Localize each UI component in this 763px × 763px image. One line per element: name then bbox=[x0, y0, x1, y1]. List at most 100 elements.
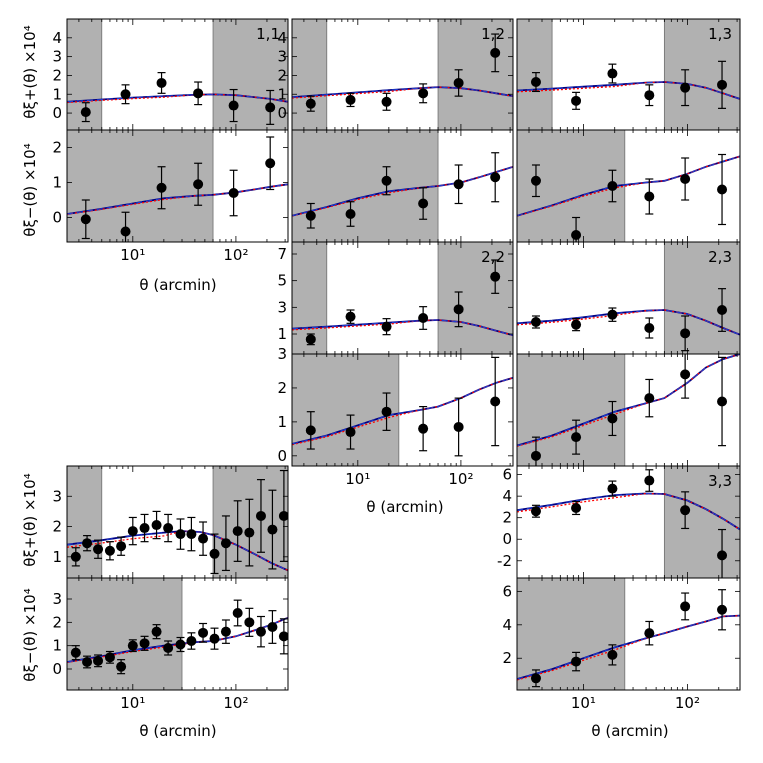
data-point bbox=[345, 209, 356, 219]
data-point bbox=[490, 47, 501, 58]
data-point bbox=[305, 98, 316, 109]
data-point bbox=[418, 423, 429, 434]
data-point bbox=[680, 369, 691, 380]
panel-m33: 2 4 6 10¹ 10² bbox=[502, 577, 741, 712]
x-tick-label: 10² bbox=[223, 694, 248, 712]
x-tick-label: 10¹ bbox=[120, 694, 145, 712]
panel-frame bbox=[291, 353, 514, 467]
data-point bbox=[680, 82, 691, 93]
y-tick-label: 1 bbox=[52, 174, 62, 192]
y-tick-label: 2 bbox=[52, 66, 62, 84]
data-point bbox=[127, 640, 138, 651]
data-point bbox=[571, 319, 582, 330]
y-tick-label: 1 bbox=[52, 85, 62, 103]
data-point bbox=[209, 633, 220, 644]
y-tick-label: 2 bbox=[277, 379, 287, 397]
panel-p33: -2 0 2 4 6 3,3 bbox=[497, 465, 741, 579]
panel-m13 bbox=[516, 129, 741, 243]
y-tick-label: 0 bbox=[52, 104, 62, 122]
data-point bbox=[381, 321, 392, 332]
data-point bbox=[104, 652, 115, 663]
panel-mTOT: 0 1 2 3 10¹ 10² bbox=[52, 577, 289, 712]
data-point bbox=[193, 88, 204, 99]
data-point bbox=[571, 656, 582, 667]
data-point bbox=[93, 544, 104, 555]
panel-m23 bbox=[516, 353, 741, 467]
model-line-dashed bbox=[517, 615, 740, 680]
data-point bbox=[209, 548, 220, 559]
data-point bbox=[82, 657, 93, 667]
shaded-region bbox=[292, 130, 439, 242]
data-point bbox=[104, 545, 115, 556]
data-point bbox=[80, 107, 91, 118]
data-point bbox=[680, 505, 691, 516]
data-point bbox=[490, 396, 501, 407]
data-point bbox=[607, 68, 618, 79]
data-point bbox=[607, 483, 618, 494]
y-tick-label: 0 bbox=[277, 447, 287, 465]
y-tick-label: -2 bbox=[497, 552, 512, 570]
data-point bbox=[116, 661, 127, 672]
data-point bbox=[305, 210, 316, 221]
data-point bbox=[175, 639, 186, 650]
data-point bbox=[255, 626, 266, 637]
data-point bbox=[120, 226, 131, 237]
data-point bbox=[80, 214, 91, 225]
panel-frame bbox=[66, 577, 289, 691]
data-point bbox=[530, 317, 541, 327]
xlabel-bottomleft: θ (arcmin) bbox=[139, 722, 216, 740]
y-tick-label: 2 bbox=[277, 66, 287, 84]
data-point bbox=[717, 396, 728, 407]
y-tick-label: 1 bbox=[52, 637, 62, 655]
y-tick-label: 3 bbox=[52, 48, 62, 66]
y-tick-label: 5 bbox=[277, 272, 287, 290]
model-line-dashed bbox=[517, 81, 740, 100]
data-point bbox=[418, 88, 429, 99]
data-point bbox=[530, 450, 541, 461]
panel-m11: 0 1 2 10¹ 10² bbox=[52, 129, 289, 264]
data-point bbox=[644, 90, 655, 101]
model-line-dotted bbox=[67, 93, 288, 104]
y-tick-label: 0 bbox=[52, 660, 62, 678]
y-tick-label: 4 bbox=[52, 29, 62, 47]
data-point bbox=[228, 100, 239, 111]
panel-frame bbox=[516, 577, 741, 691]
shaded-region bbox=[438, 19, 513, 130]
panel-title: 3,3 bbox=[708, 472, 732, 490]
shaded-region bbox=[664, 242, 740, 354]
panel-p22: 1 3 5 7 2,2 bbox=[277, 241, 514, 355]
y-tick-label: 2 bbox=[502, 509, 512, 527]
panel-m22: 0 1 2 3 10¹ 10² bbox=[277, 345, 514, 488]
shaded-region bbox=[292, 354, 399, 466]
shaded-region bbox=[438, 242, 513, 354]
y-tick-label: 0 bbox=[277, 104, 287, 122]
data-point bbox=[70, 647, 81, 658]
y-tick-label: 2 bbox=[52, 518, 62, 536]
panel-title: 1,3 bbox=[708, 25, 732, 43]
data-point bbox=[381, 175, 392, 186]
shaded-region bbox=[67, 130, 214, 242]
data-point bbox=[156, 182, 167, 193]
y-tick-label: 7 bbox=[277, 245, 287, 263]
ylabel-minus-top: θξ−(θ) ×10⁴ bbox=[21, 143, 39, 236]
data-point bbox=[70, 551, 81, 562]
data-point bbox=[151, 520, 162, 531]
data-point bbox=[607, 181, 618, 191]
panel-title: 2,3 bbox=[708, 248, 732, 266]
ylabel-minus-bottom: θξ−(θ) ×10⁴ bbox=[21, 588, 39, 681]
data-point bbox=[381, 406, 392, 417]
y-tick-label: 6 bbox=[502, 582, 512, 600]
data-point bbox=[607, 413, 618, 424]
model-line-dashed bbox=[517, 492, 740, 530]
data-point bbox=[490, 271, 501, 282]
data-point bbox=[244, 617, 255, 628]
data-point bbox=[717, 305, 728, 315]
xlabel-col2: θ (arcmin) bbox=[366, 498, 443, 516]
model-line-dotted bbox=[292, 319, 513, 336]
y-tick-label: 0 bbox=[502, 530, 512, 548]
data-point bbox=[186, 529, 197, 540]
shaded-region bbox=[517, 19, 553, 130]
model-line-dotted bbox=[67, 183, 288, 215]
data-point bbox=[418, 313, 429, 323]
